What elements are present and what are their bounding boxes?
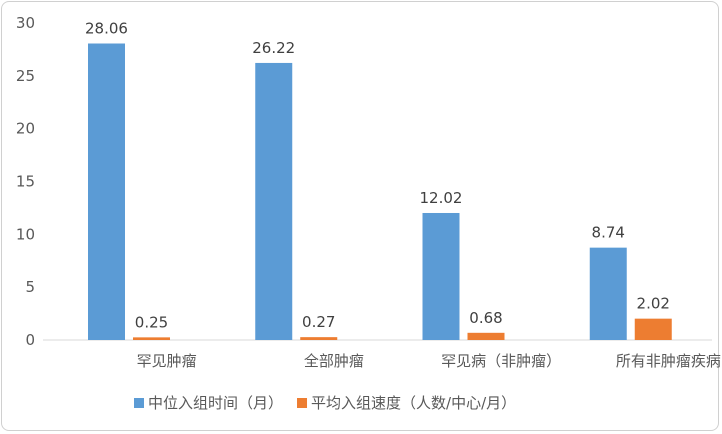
x-tick-label: 所有非肿瘤疾病	[616, 352, 721, 370]
y-tick-label: 0	[25, 331, 35, 349]
bar-avg-speed	[133, 337, 170, 340]
data-label: 26.22	[252, 39, 295, 57]
bar-median-time	[88, 43, 125, 341]
bar-avg-speed	[300, 337, 338, 340]
y-tick-label: 20	[16, 120, 35, 138]
x-tick-label: 罕见肿瘤	[137, 352, 197, 370]
bar-median-time	[422, 212, 460, 340]
data-label: 8.74	[592, 224, 625, 242]
legend-swatch	[297, 398, 308, 408]
y-tick-label: 5	[25, 278, 35, 296]
bar-median-time	[255, 62, 293, 340]
data-label: 12.02	[420, 189, 463, 207]
data-label: 28.06	[85, 19, 128, 37]
y-tick-label: 30	[16, 14, 35, 32]
y-tick-label: 15	[16, 173, 35, 191]
y-tick-label: 10	[16, 225, 35, 243]
data-label: 0.68	[469, 309, 502, 327]
bar-avg-speed	[634, 318, 672, 340]
data-label: 2.02	[637, 295, 670, 313]
legend-label: 平均入组速度（人数/中心/月）	[311, 394, 516, 412]
legend-swatch	[134, 398, 144, 408]
data-label: 0.27	[302, 313, 335, 331]
x-tick-label: 罕见病（非肿瘤）	[441, 352, 561, 370]
legend-label: 中位入组时间（月）	[148, 394, 283, 412]
bar-avg-speed	[467, 332, 505, 340]
bar-median-time	[589, 247, 627, 340]
y-tick-label: 25	[16, 67, 35, 85]
x-tick-label: 全部肿瘤	[304, 352, 364, 370]
data-label: 0.25	[135, 313, 168, 331]
